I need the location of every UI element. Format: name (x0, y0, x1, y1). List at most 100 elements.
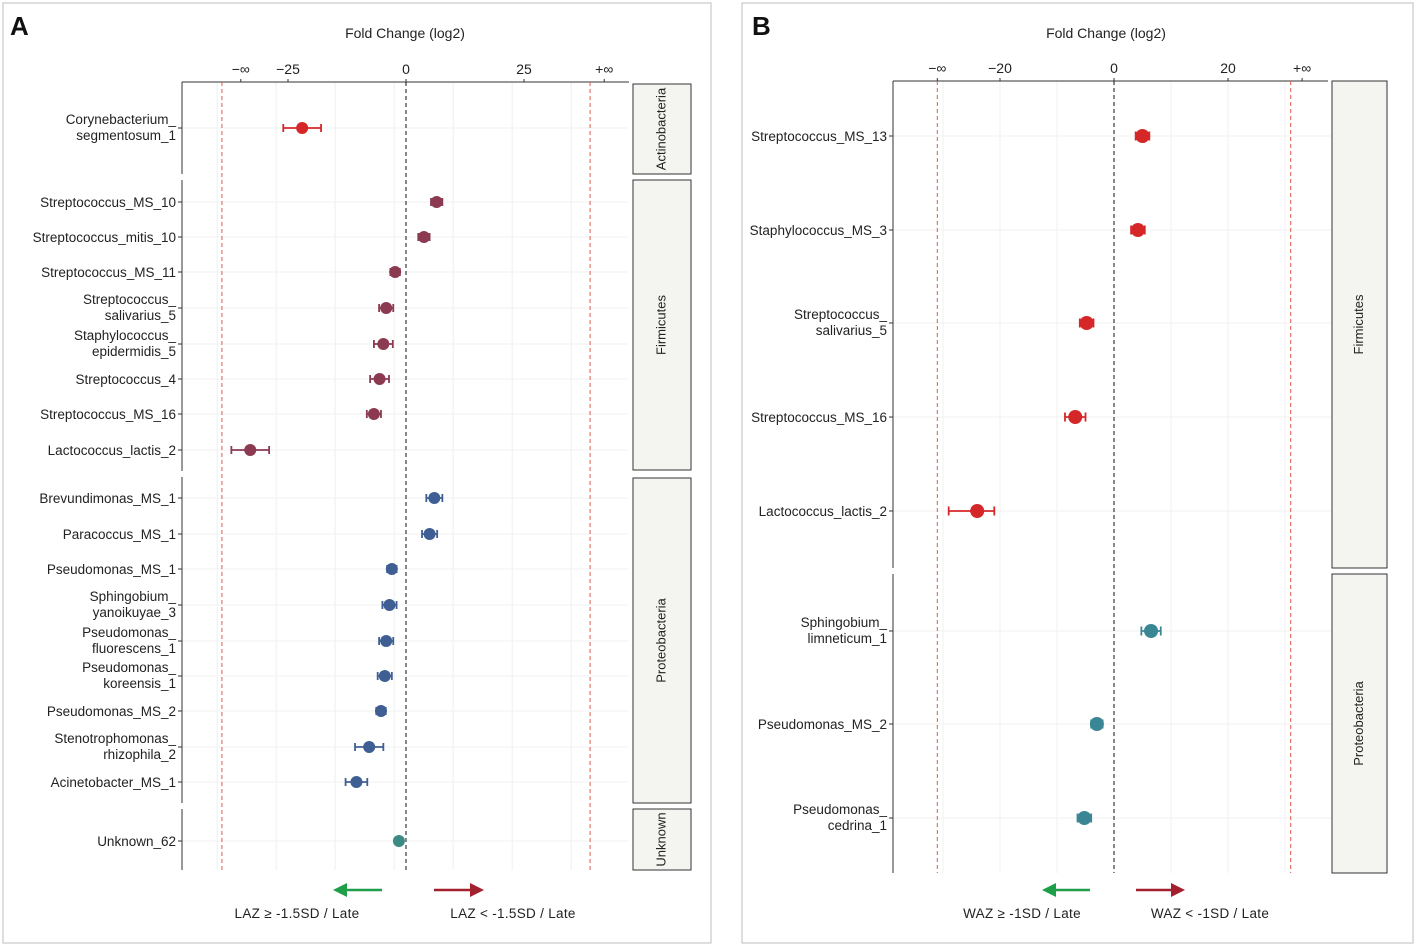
row-label: Staphylococcus_ (74, 328, 177, 343)
data-point (1079, 316, 1094, 330)
x-tick-label: −25 (276, 61, 300, 77)
group-strip (632, 808, 692, 871)
row-label: salivarius_5 (816, 323, 887, 338)
row-label: salivarius_5 (105, 308, 176, 323)
row-label: fluorescens_1 (92, 641, 176, 656)
data-point (380, 635, 393, 647)
panel-frame (2, 2, 712, 944)
data-point (378, 670, 391, 682)
data-point (1089, 717, 1104, 731)
row-label: Streptococcus_ (794, 307, 888, 322)
row-label: Staphylococcus_MS_3 (750, 223, 887, 238)
axis-title: Fold Change (log2) (345, 25, 465, 41)
row-label: yanoikuyae_3 (93, 605, 176, 620)
group-strip-label: Unknown (653, 812, 668, 866)
panel-letter: B (752, 11, 771, 41)
group-strip (632, 83, 692, 175)
row-label: Streptococcus_MS_11 (41, 265, 176, 280)
panel-B: B Fold Change (log2) −∞ −20 0 20 +∞ Firmicutes S… (741, 2, 1414, 944)
group-strip-label: Firmicutes (653, 295, 668, 355)
row-label: Pseudomonas_MS_2 (758, 717, 887, 732)
row-label: Lactococcus_lactis_2 (759, 504, 887, 519)
row-label: Brevundimonas_MS_1 (39, 491, 176, 506)
group-strip-label: Proteobacteria (653, 597, 668, 682)
data-point (392, 835, 405, 847)
row-label: Streptococcus_MS_10 (40, 195, 176, 210)
legend-arrow-left-head (333, 883, 347, 897)
panel-A: A Fold Change (log2) −∞ −25 0 25 +∞ Actinobacte… (2, 2, 712, 944)
data-point (1130, 223, 1145, 237)
row-label: Sphingobium_ (90, 589, 177, 604)
data-point (1144, 624, 1159, 638)
x-tick-label: 0 (402, 61, 410, 77)
row-label: cedrina_1 (828, 818, 887, 833)
legend-arrow-right-head (1171, 883, 1185, 897)
row-label: Pseudomonas_ (82, 660, 176, 675)
x-tick-label: 20 (1220, 60, 1236, 76)
row-label: Stenotrophomonas_ (54, 731, 176, 746)
data-point (374, 705, 387, 717)
data-point (428, 492, 441, 504)
group-strip (1331, 573, 1388, 874)
row-label: epidermidis_5 (92, 344, 176, 359)
data-point (1135, 129, 1150, 143)
data-point (377, 338, 390, 350)
row-label: Corynebacterium_ (66, 112, 177, 127)
data-point (383, 599, 396, 611)
x-tick-label: 25 (516, 61, 532, 77)
data-point (423, 528, 436, 540)
row-label: Paracoccus_MS_1 (63, 527, 176, 542)
x-tick-label: −∞ (928, 60, 946, 76)
row-label: Streptococcus_MS_16 (751, 410, 887, 425)
x-tick-label: +∞ (595, 61, 613, 77)
group-strip-label: Firmicutes (1351, 294, 1366, 354)
row-label: rhizophila_2 (103, 747, 176, 762)
legend-right-label: LAZ < -1.5SD / Late (450, 906, 575, 921)
data-point (373, 373, 386, 385)
row-label: Acinetobacter_MS_1 (51, 775, 176, 790)
data-point (385, 563, 398, 575)
data-point (380, 302, 393, 314)
data-point (363, 741, 376, 753)
row-label: Streptococcus_MS_16 (40, 407, 176, 422)
row-label: Streptococcus_MS_13 (751, 129, 887, 144)
row-label: Pseudomonas_MS_2 (47, 704, 176, 719)
legend-left-label: WAZ ≥ -1SD / Late (963, 906, 1081, 921)
row-label: Lactococcus_lactis_2 (48, 443, 176, 458)
data-point (367, 408, 380, 420)
data-point (350, 776, 363, 788)
row-label: Streptococcus_ (83, 292, 177, 307)
row-label: Pseudomonas_ (793, 802, 887, 817)
x-tick-label: −∞ (232, 61, 250, 77)
legend-right-label: WAZ < -1SD / Late (1151, 906, 1269, 921)
row-label: Sphingobium_ (801, 615, 888, 630)
group-strip-label: Actinobacteria (653, 87, 668, 170)
data-point (1068, 410, 1083, 424)
legend-left-label: LAZ ≥ -1.5SD / Late (235, 906, 360, 921)
data-point (430, 196, 443, 208)
data-point (970, 504, 985, 518)
x-tick-label: −20 (988, 60, 1012, 76)
panel-frame (741, 2, 1414, 944)
data-point (244, 444, 257, 456)
x-tick-label: +∞ (1293, 60, 1311, 76)
group-strip (632, 477, 692, 804)
gridlines (182, 82, 628, 870)
legend-arrow-right-head (470, 883, 484, 897)
group-strip (632, 179, 692, 471)
row-label: Pseudomonas_ (82, 625, 176, 640)
row-label: segmentosum_1 (76, 128, 176, 143)
data-point (1077, 811, 1092, 825)
group-strip (1331, 80, 1388, 569)
row-label: koreensis_1 (103, 676, 176, 691)
data-point (389, 266, 402, 278)
row-label: Streptococcus_mitis_10 (33, 230, 176, 245)
panel-letter: A (10, 11, 29, 41)
group-strip-label: Proteobacteria (1351, 680, 1366, 765)
row-label: Streptococcus_4 (75, 372, 176, 387)
data-point (417, 231, 430, 243)
data-point (296, 122, 309, 134)
x-tick-label: 0 (1110, 60, 1118, 76)
legend-arrow-left-head (1042, 883, 1056, 897)
